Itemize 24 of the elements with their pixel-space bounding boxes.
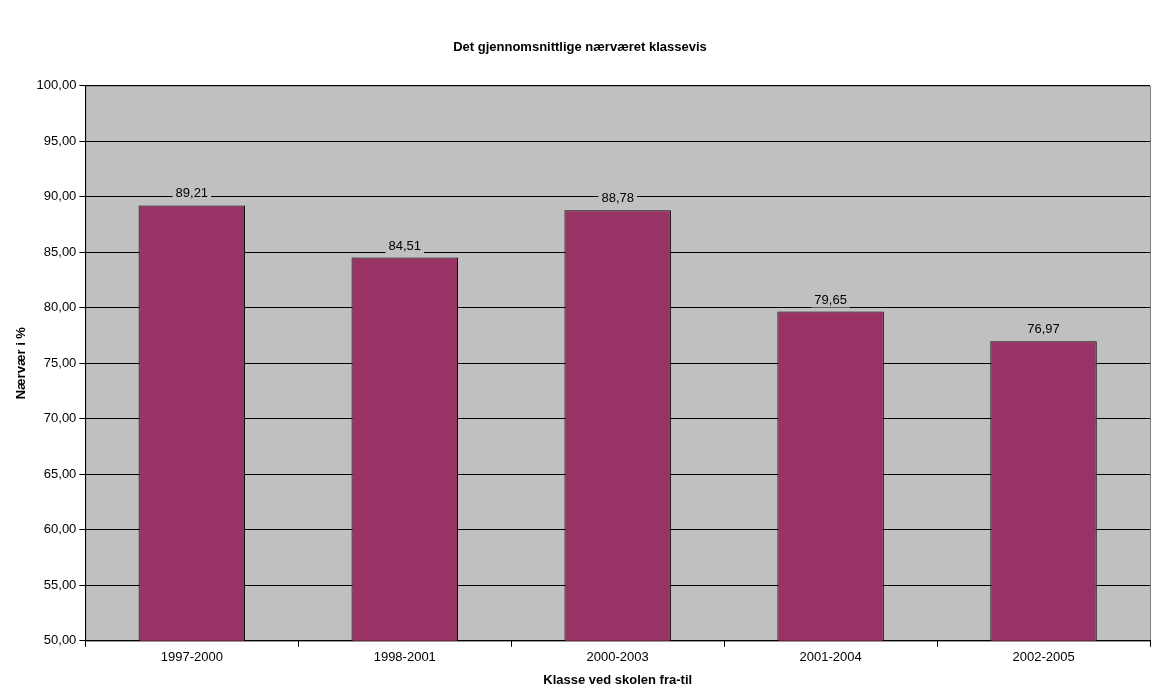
y-tick-label: 100,00 bbox=[36, 77, 77, 93]
y-tick-label: 55,00 bbox=[43, 576, 77, 592]
y-tick-label: 95,00 bbox=[43, 132, 77, 148]
y-tick-label: 85,00 bbox=[43, 243, 77, 259]
x-tick-label: 1997-2000 bbox=[160, 649, 223, 665]
data-label: 79,65 bbox=[814, 291, 847, 307]
chart-title: Det gjennomsnittlige nærværet klassevis bbox=[453, 39, 707, 55]
data-label: 84,51 bbox=[388, 237, 422, 253]
y-axis-title: Nærvær i % bbox=[13, 326, 29, 400]
x-tick-label: 1998-2001 bbox=[373, 649, 436, 665]
x-tick-label: 2000-2003 bbox=[586, 649, 649, 665]
y-tick-label: 65,00 bbox=[43, 465, 77, 481]
y-tick-label: 60,00 bbox=[43, 521, 77, 537]
x-tick-label: 2001-2004 bbox=[799, 649, 862, 665]
data-label: 76,97 bbox=[1027, 321, 1060, 337]
x-tick-label: 2002-2005 bbox=[1012, 649, 1075, 665]
y-tick-label: 75,00 bbox=[43, 354, 77, 370]
y-tick-label: 70,00 bbox=[43, 410, 77, 426]
y-tick-label: 80,00 bbox=[43, 299, 77, 315]
y-tick-label: 90,00 bbox=[43, 188, 77, 204]
y-tick-label: 50,00 bbox=[43, 632, 77, 648]
data-label: 88,78 bbox=[601, 190, 634, 206]
x-axis-title: Klasse ved skolen fra-til bbox=[543, 671, 693, 687]
data-label: 89,21 bbox=[175, 185, 209, 201]
